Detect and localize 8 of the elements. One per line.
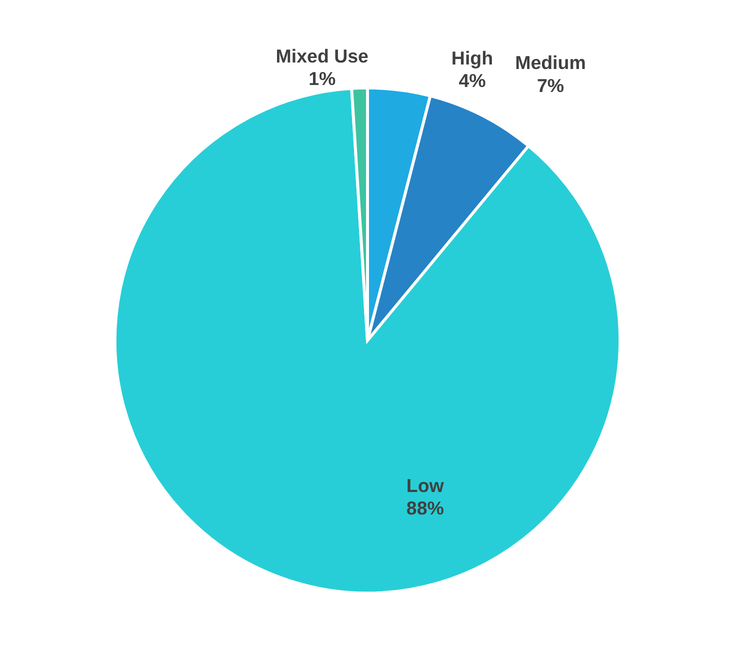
- slice-label: Mixed Use: [276, 45, 368, 66]
- slice-label: Medium: [515, 52, 586, 74]
- slice-label: High: [451, 48, 494, 69]
- data-label: 88%: [406, 498, 444, 519]
- data-label: 1%: [308, 68, 336, 90]
- data-label: 4%: [458, 70, 486, 92]
- slice-label: Low: [406, 475, 444, 496]
- data-label: 7%: [536, 74, 564, 96]
